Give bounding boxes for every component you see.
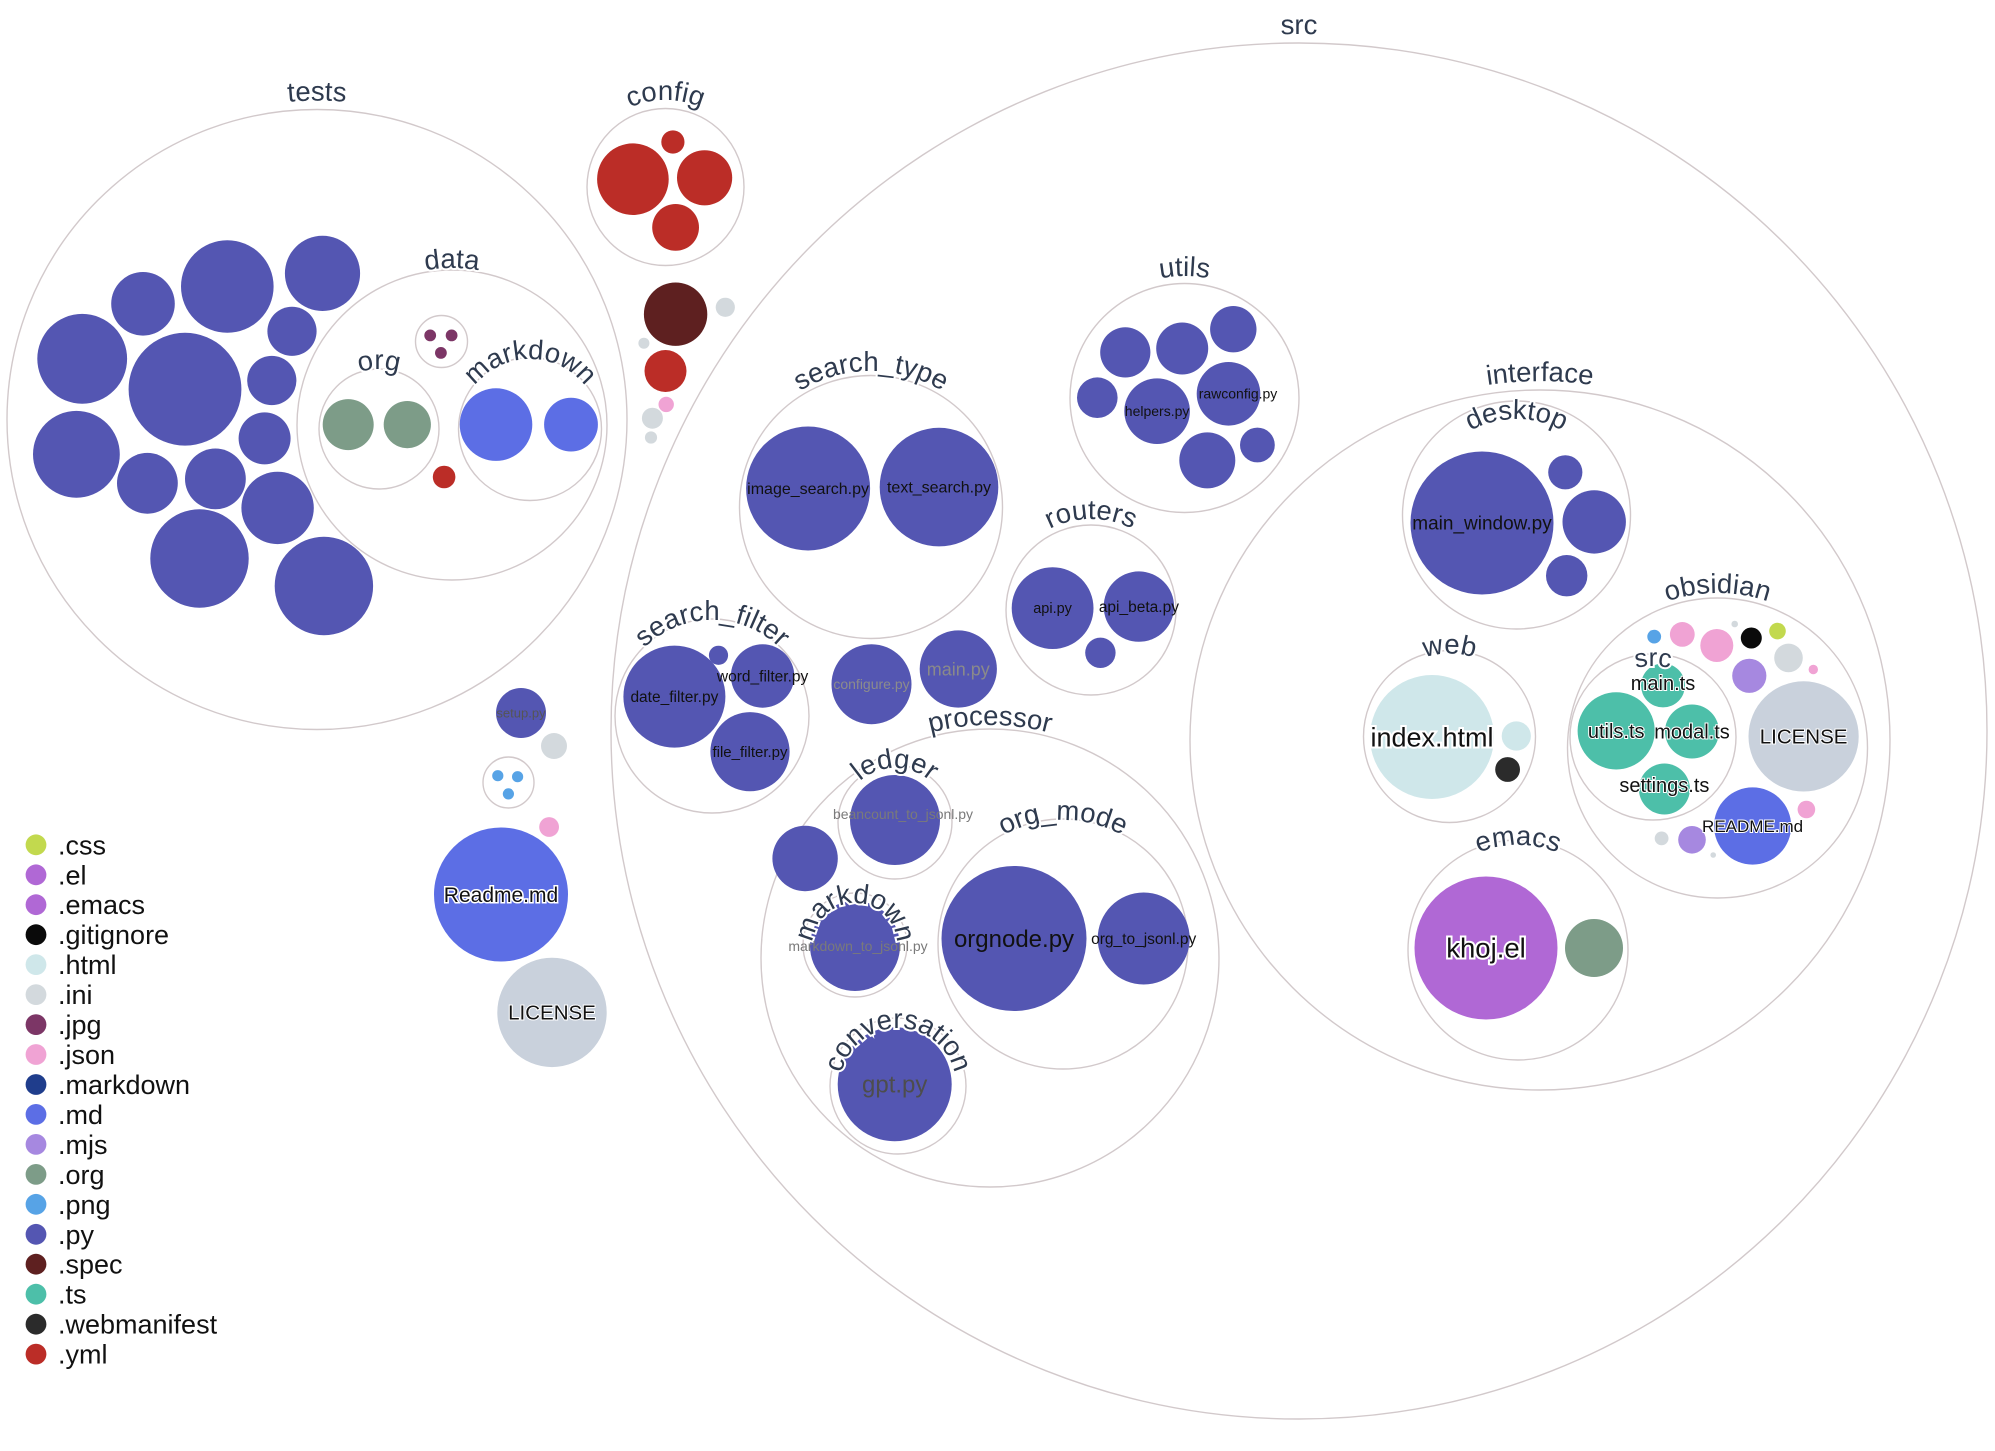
svg-text:image_search.py: image_search.py	[747, 481, 869, 498]
svg-text:main.ts: main.ts	[1631, 673, 1695, 695]
svg-text:rawconfig.py: rawconfig.py	[1199, 386, 1278, 402]
svg-text:utils: utils	[1157, 251, 1213, 284]
svg-text:Readme.md: Readme.md	[444, 884, 558, 907]
svg-text:.el: .el	[58, 860, 87, 890]
svg-text:.gitignore: .gitignore	[58, 920, 169, 950]
svg-text:gpt.py: gpt.py	[862, 1072, 927, 1099]
svg-text:config: config	[621, 75, 709, 113]
svg-text:.md: .md	[58, 1100, 103, 1130]
svg-text:helpers.py: helpers.py	[1125, 403, 1190, 419]
svg-text:src: src	[1280, 9, 1318, 40]
svg-text:README.md: README.md	[1702, 817, 1803, 836]
svg-text:.markdown: .markdown	[58, 1070, 190, 1100]
svg-text:api_beta.py: api_beta.py	[1099, 599, 1179, 616]
svg-text:LICENSE: LICENSE	[508, 1002, 596, 1025]
svg-text:orgnode.py: orgnode.py	[954, 926, 1074, 953]
svg-text:.ini: .ini	[58, 980, 93, 1010]
svg-text:configure.py: configure.py	[833, 676, 909, 692]
svg-text:.yml: .yml	[58, 1340, 108, 1370]
svg-text:data: data	[422, 243, 482, 276]
svg-text:index.html: index.html	[1370, 722, 1493, 752]
svg-text:interface: interface	[1484, 356, 1595, 391]
svg-text:tests: tests	[286, 76, 348, 108]
svg-text:.py: .py	[58, 1220, 95, 1250]
svg-text:text_search.py: text_search.py	[887, 480, 991, 497]
svg-text:settings.ts: settings.ts	[1619, 775, 1709, 797]
svg-text:org_to_jsonl.py: org_to_jsonl.py	[1091, 931, 1196, 948]
svg-text:.webmanifest: .webmanifest	[58, 1310, 218, 1340]
svg-text:.png: .png	[58, 1190, 111, 1220]
svg-text:org: org	[354, 344, 403, 378]
svg-text:main_window.py: main_window.py	[1412, 514, 1552, 535]
svg-text:.org: .org	[58, 1160, 105, 1190]
svg-text:markdown_to_jsonl.py: markdown_to_jsonl.py	[788, 938, 927, 954]
svg-text:LICENSE: LICENSE	[1760, 726, 1848, 749]
svg-text:setup.py: setup.py	[496, 706, 546, 721]
svg-text:beancount_to_jsonl.py: beancount_to_jsonl.py	[833, 806, 973, 822]
svg-text:.ts: .ts	[58, 1280, 87, 1310]
svg-text:.css: .css	[58, 830, 106, 860]
svg-text:.mjs: .mjs	[58, 1130, 108, 1160]
svg-text:main.py: main.py	[927, 659, 990, 679]
svg-text:web: web	[1419, 628, 1480, 662]
svg-text:.spec: .spec	[58, 1250, 123, 1280]
svg-text:word_filter.py: word_filter.py	[716, 668, 809, 685]
svg-text:date_filter.py: date_filter.py	[630, 689, 718, 706]
svg-text:src: src	[1632, 642, 1674, 674]
svg-text:.json: .json	[58, 1040, 115, 1070]
svg-text:utils.ts: utils.ts	[1588, 721, 1645, 743]
svg-text:api.py: api.py	[1033, 601, 1072, 617]
svg-text:.emacs: .emacs	[58, 890, 145, 920]
svg-text:file_filter.py: file_filter.py	[712, 744, 788, 761]
svg-text:.html: .html	[58, 950, 117, 980]
svg-text:.jpg: .jpg	[58, 1010, 102, 1040]
svg-text:modal.ts: modal.ts	[1654, 722, 1730, 744]
svg-text:khoj.el: khoj.el	[1446, 933, 1526, 964]
